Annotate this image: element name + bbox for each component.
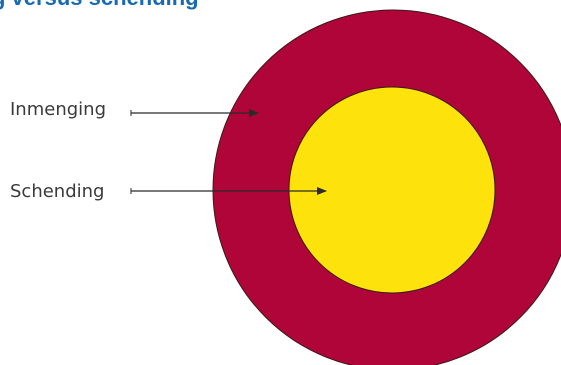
inner-circle-schending	[288, 86, 496, 294]
label-inmenging: Inmenging	[10, 99, 106, 120]
pointer-outer	[130, 109, 259, 117]
pointer-inner	[130, 187, 327, 195]
label-schending: Schending	[10, 181, 105, 202]
diagram-title: g versus schending	[0, 0, 199, 12]
